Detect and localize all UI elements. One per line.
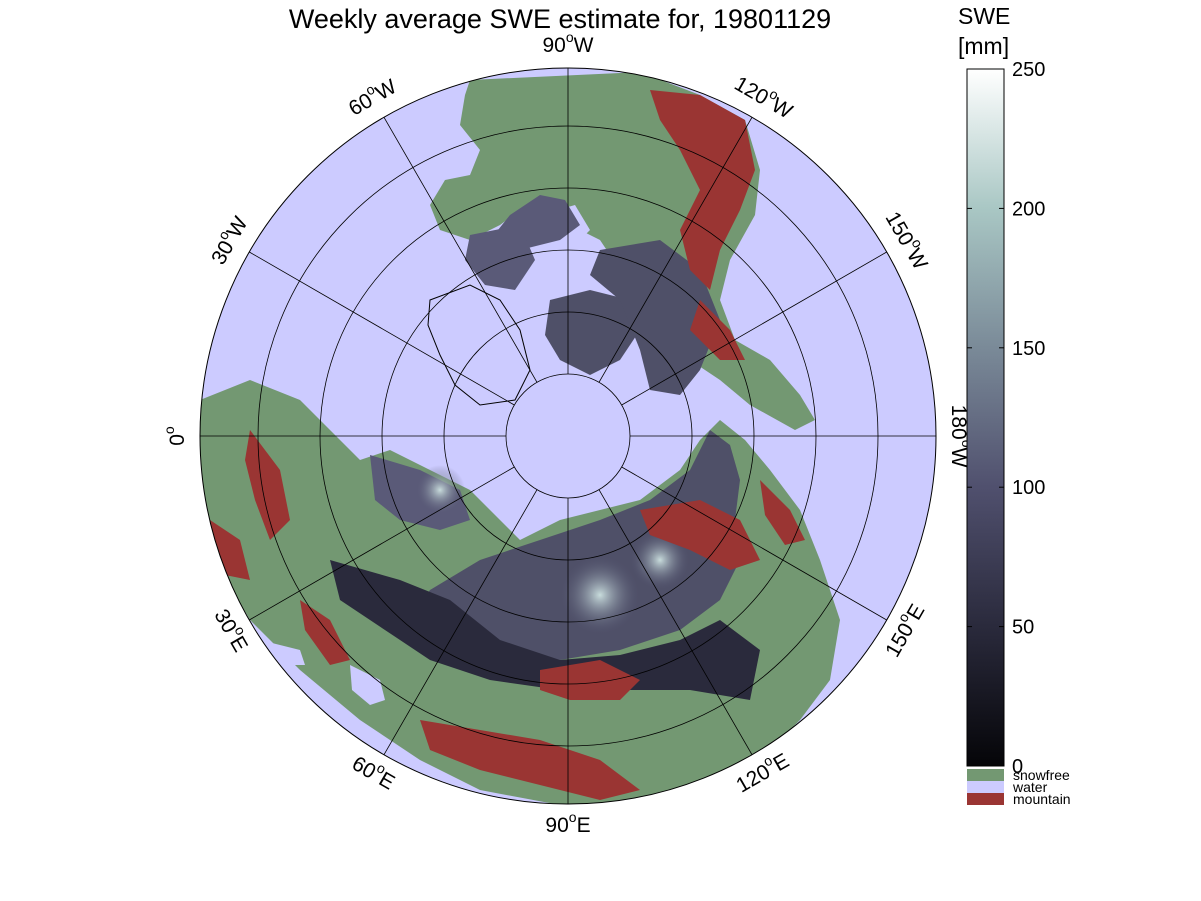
- siberia-snow: [410, 430, 740, 660]
- meridian-line: [621, 251, 887, 406]
- snow-glow-west: [415, 465, 465, 515]
- colorbar-tick-label: 100: [1012, 477, 1045, 499]
- central-asia-snow: [330, 560, 760, 700]
- meridian-line: [621, 466, 887, 621]
- map-boundary: [199, 67, 937, 805]
- baffin-snow: [465, 225, 535, 290]
- altai-mountains: [540, 660, 640, 700]
- himalaya-mountains: [420, 720, 640, 800]
- graticule: [200, 68, 936, 804]
- siberian-mountains: [640, 500, 760, 570]
- colorbar-tick-label: 150: [1012, 338, 1045, 360]
- map-title: Weekly average SWE estimate for, 1980112…: [288, 4, 832, 34]
- meridian-line: [598, 489, 753, 755]
- longitude-label: 90oE: [545, 809, 590, 837]
- caspian-sea: [350, 665, 385, 705]
- meridian-line: [249, 466, 515, 621]
- greenland: [427, 284, 531, 406]
- colorbar-tick-label: 200: [1012, 198, 1045, 220]
- colorbar-tick-label: 0: [1012, 756, 1023, 778]
- rocky-mountains: [650, 90, 755, 290]
- category-swatch-mountain: [967, 793, 1004, 805]
- colorbar-title: SWE: [958, 3, 1011, 29]
- category-label-snowfree: snowfree: [1013, 767, 1070, 783]
- colorbar-tick-label: 50: [1012, 617, 1034, 639]
- category-swatch-water: [967, 781, 1004, 793]
- snow-glow-northeast: [630, 530, 690, 590]
- alps-mountains: [245, 430, 290, 540]
- coast-mountains: [690, 300, 745, 360]
- meridian-line: [383, 489, 538, 755]
- meridian-line: [598, 117, 753, 383]
- mountain-regions: [210, 90, 805, 800]
- kamchatka-mountains: [760, 480, 805, 545]
- category-swatch-snowfree: [967, 769, 1004, 781]
- colorbar-tick-label: 250: [1012, 59, 1045, 81]
- colorbar-ticks: 0 50 100 150 200 250: [967, 59, 1045, 778]
- category-label-mountain: mountain: [1013, 791, 1071, 807]
- colorbar-unit: [mm]: [958, 33, 1010, 59]
- colorbar-gradient: [966, 68, 1005, 767]
- meridian-line: [383, 117, 538, 383]
- snow-glow-east: [560, 555, 640, 635]
- longitude-label: 0o: [161, 426, 189, 446]
- meridian-line: [249, 251, 515, 406]
- category-label-water: water: [1012, 779, 1048, 795]
- nunavut-snow: [590, 240, 720, 395]
- land-layer: [200, 72, 840, 804]
- canadian-archipelago: [545, 290, 640, 375]
- caucasus-mountains: [300, 600, 350, 665]
- longitude-label: 90oW: [543, 29, 594, 57]
